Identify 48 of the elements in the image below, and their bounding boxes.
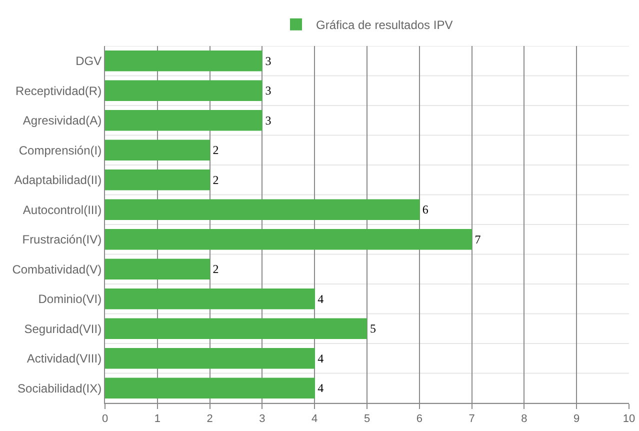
x-tick-label: 10 [622,413,636,426]
bar [105,318,367,340]
data-label: 7 [474,232,481,246]
bar [105,140,210,161]
data-label: 4 [318,292,324,306]
data-label: 6 [422,202,428,217]
data-label: 4 [318,381,324,396]
y-tick-label: Seguridad(VII) [24,322,102,336]
x-tick-label: 5 [364,413,370,426]
bar [105,80,262,102]
y-tick-label: Frustración(IV) [22,232,102,247]
bar [105,110,262,131]
x-tick-label: 3 [259,413,266,426]
y-tick-label: Autocontrol(III) [22,202,102,217]
x-tick-label: 9 [574,413,580,426]
data-label: 4 [318,351,324,366]
x-tick-label: 4 [312,413,318,426]
y-tick-label: DGV [76,54,102,68]
x-tick-label: 6 [416,413,422,426]
y-tick-label: Receptividad(R) [16,84,102,98]
y-tick-label: Comprensión(I) [18,143,102,158]
bar [105,258,210,280]
x-tick-label: 2 [206,413,213,426]
bar [105,348,315,369]
bar [105,228,472,250]
bar [105,199,420,220]
bar [105,378,315,399]
y-tick-label: Dominio(VI) [38,292,102,306]
y-tick-label: Sociabilidad(IX) [18,381,102,396]
legend-label: Gráfica de resultados IPV [316,18,453,32]
bar [105,169,210,190]
data-label: 3 [265,54,272,68]
bar [105,50,262,72]
data-label: 3 [265,113,272,128]
bar [105,288,315,310]
x-tick-label: 1 [154,413,160,426]
y-tick-label: Combatividad(V) [12,262,102,276]
x-tick-label: 8 [521,413,528,426]
data-label: 2 [212,172,219,187]
y-tick-label: Adaptabilidad(II) [14,173,102,188]
data-label: 5 [370,322,376,336]
y-tick-label: Actividad(VIII) [26,352,102,366]
y-tick-label: Agresividad(A) [22,114,102,128]
x-tick-label: 7 [468,413,475,426]
data-label: 3 [265,84,272,98]
x-tick-label: 0 [102,413,108,426]
data-label: 2 [212,143,219,158]
data-label: 2 [212,262,219,276]
